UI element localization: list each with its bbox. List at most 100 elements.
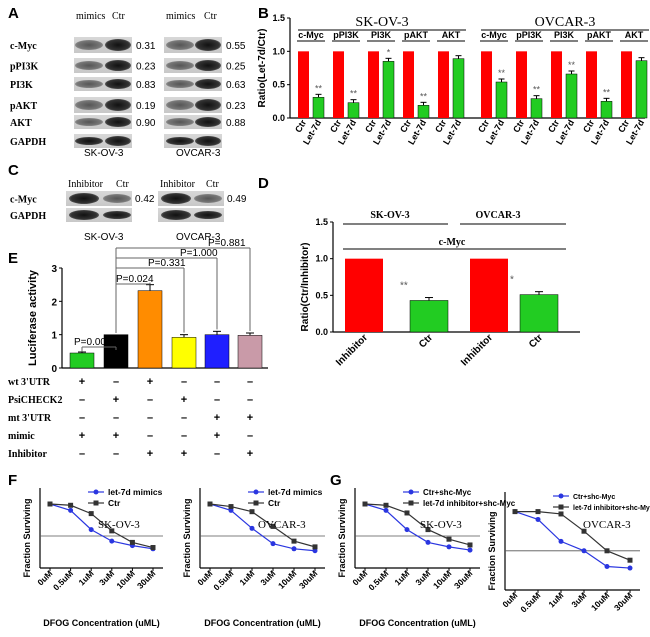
data-point bbox=[535, 509, 541, 515]
data-point bbox=[312, 544, 318, 550]
blot-band bbox=[103, 211, 131, 219]
data-point bbox=[446, 544, 452, 550]
target-label: AKT bbox=[625, 30, 644, 40]
blot-band bbox=[75, 40, 103, 50]
table-row-label: Inhibitor bbox=[8, 449, 47, 460]
blot-band bbox=[105, 39, 131, 51]
series-line bbox=[209, 503, 316, 552]
blot-a-row-label: GAPDH bbox=[10, 137, 46, 148]
table-sign: – bbox=[147, 394, 153, 406]
blot-a-row-label: pPI3K bbox=[10, 62, 39, 73]
table-row-label: PsiCHECK2 bbox=[8, 395, 62, 406]
data-point bbox=[228, 507, 234, 513]
blot-a-ov-ratio: 0.55 bbox=[226, 41, 246, 52]
table-sign: + bbox=[214, 412, 220, 424]
table-sign: + bbox=[79, 430, 85, 442]
blot-band bbox=[195, 60, 221, 71]
legend-label: Ctr+shc-Myc bbox=[423, 488, 472, 497]
x-tick-label: Inhibitor bbox=[459, 332, 495, 368]
table-sign: + bbox=[214, 430, 220, 442]
blot-band bbox=[75, 100, 103, 110]
x-tick-label: 0.5uM bbox=[366, 568, 390, 592]
x-tick-label: 3uM bbox=[413, 568, 432, 587]
bar-let7d bbox=[565, 73, 578, 119]
data-point bbox=[467, 542, 473, 548]
legend-marker bbox=[253, 489, 259, 495]
data-point bbox=[383, 502, 389, 508]
data-point bbox=[291, 546, 297, 552]
significance: * bbox=[510, 275, 514, 286]
blot-band bbox=[69, 193, 99, 204]
target-label: pPI3K bbox=[333, 30, 359, 40]
bar bbox=[470, 258, 508, 332]
table-sign: – bbox=[147, 412, 153, 424]
y-tick-label: 0.0 bbox=[315, 327, 328, 337]
blot-a-row-label: pAKT bbox=[10, 101, 38, 112]
cell-line-label: SK-OV-3 bbox=[98, 519, 140, 531]
series-line bbox=[49, 503, 154, 549]
legend-marker bbox=[93, 489, 99, 495]
data-point bbox=[249, 509, 255, 515]
panel-label-a: A bbox=[8, 5, 19, 22]
blot-band bbox=[195, 39, 221, 51]
blot-band bbox=[69, 210, 99, 220]
data-point bbox=[88, 511, 94, 517]
x-axis-label: DFOG Concentration (uML) bbox=[359, 618, 476, 628]
data-point bbox=[270, 523, 276, 529]
chart-e: 0 1 2 3 Luciferase activity P=0.006 P=0.024 P=0… bbox=[8, 238, 268, 460]
blot-a-row-label: c-Myc bbox=[10, 41, 37, 52]
blot-band bbox=[161, 210, 191, 220]
blot-a-ov-ratio: 0.23 bbox=[226, 101, 246, 112]
bar-let7d bbox=[495, 81, 508, 119]
target-label: pAKT bbox=[404, 30, 428, 40]
target-label: AKT bbox=[442, 30, 461, 40]
legend-marker bbox=[253, 500, 259, 506]
table-sign: – bbox=[181, 430, 187, 442]
table-sign: – bbox=[113, 448, 119, 460]
blot-c-row-label: GAPDH bbox=[10, 211, 46, 222]
x-tick-label: 30uM bbox=[452, 568, 474, 590]
blot-c-sk-label: SK-OV-3 bbox=[84, 232, 124, 243]
blot-band bbox=[166, 61, 194, 70]
y-tick-label: 3 bbox=[51, 264, 57, 275]
series-line bbox=[364, 503, 471, 551]
group-label: SK-OV-3 bbox=[370, 210, 409, 221]
significance: ** bbox=[315, 83, 323, 93]
x-tick-label: 1uM bbox=[77, 568, 96, 587]
p-value: P=0.331 bbox=[148, 258, 186, 269]
y-tick-label: 1 bbox=[51, 331, 57, 342]
table-sign: – bbox=[181, 376, 187, 388]
table-sign: + bbox=[181, 448, 187, 460]
x-tick-label: 30uM bbox=[135, 568, 157, 590]
y-tick-label: 1.5 bbox=[315, 217, 328, 227]
table-sign: + bbox=[79, 376, 85, 388]
blot-a-sk-ratio: 0.23 bbox=[136, 62, 156, 73]
blot-band bbox=[194, 211, 222, 219]
data-point bbox=[383, 507, 389, 513]
blot-band bbox=[161, 193, 191, 204]
bar bbox=[171, 337, 197, 369]
data-point bbox=[404, 510, 410, 516]
y-axis-label: Fraction Surviving bbox=[182, 498, 192, 577]
series-line bbox=[515, 511, 631, 561]
p-value: P=0.024 bbox=[116, 274, 154, 285]
blot-band bbox=[166, 100, 194, 110]
x-tick-label: 30uM bbox=[612, 590, 634, 612]
table-sign: – bbox=[247, 394, 253, 406]
x-tick-label: Inhibitor bbox=[334, 332, 370, 368]
data-point bbox=[581, 528, 587, 534]
bar-let7d bbox=[600, 101, 613, 119]
panel-label-b: B bbox=[258, 5, 269, 22]
blot-a-sk-label: SK-OV-3 bbox=[84, 148, 124, 159]
blot-band bbox=[195, 117, 221, 127]
significance: ** bbox=[400, 280, 408, 291]
blot-a-ov-ratio: 0.88 bbox=[226, 118, 246, 129]
data-point bbox=[109, 538, 115, 544]
bar-let7d bbox=[382, 61, 395, 119]
data-point bbox=[362, 501, 368, 507]
series-line bbox=[364, 503, 471, 546]
legend-marker bbox=[558, 504, 564, 510]
bar bbox=[137, 290, 163, 369]
